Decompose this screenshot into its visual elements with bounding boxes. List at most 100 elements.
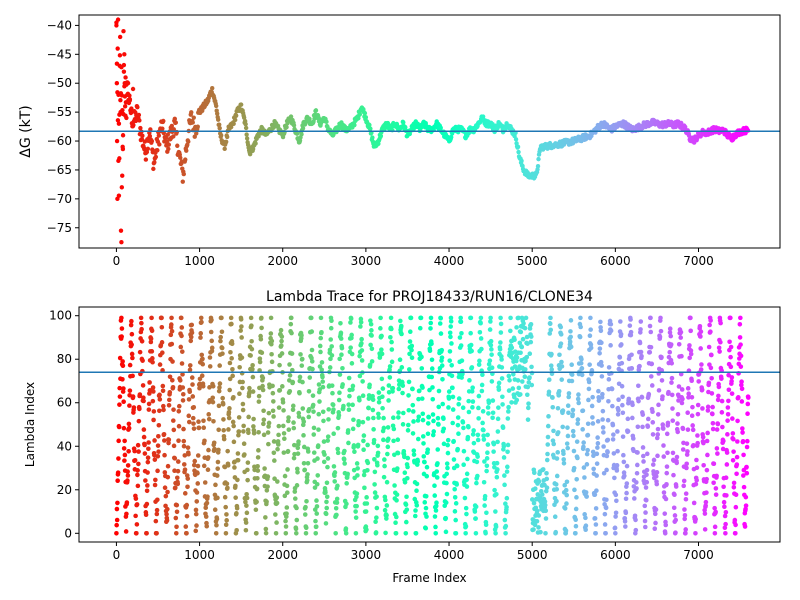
lambda-point	[578, 324, 583, 330]
lambda-point	[171, 407, 176, 412]
delta-g-point	[171, 127, 176, 132]
lambda-point	[246, 430, 251, 436]
delta-g-point	[161, 118, 166, 124]
lambda-point	[580, 408, 586, 413]
lambda-point	[651, 457, 657, 463]
lambda-point	[404, 494, 409, 500]
lambda-point	[121, 425, 127, 431]
lambda-point	[390, 385, 396, 391]
lambda-point	[141, 434, 147, 440]
lambda-point	[428, 326, 433, 331]
lambda-point	[664, 431, 670, 437]
lambda-point	[560, 424, 566, 430]
lambda-point	[735, 418, 740, 424]
lambda-point	[275, 446, 280, 452]
lambda-point	[427, 348, 433, 354]
lambda-point	[376, 411, 381, 417]
lambda-point	[341, 457, 347, 462]
lambda-point	[563, 528, 569, 533]
lambda-point	[460, 420, 466, 425]
lambda-point	[334, 496, 340, 502]
lambda-point	[664, 464, 670, 469]
lambda-point	[399, 365, 405, 370]
delta-g-point	[363, 115, 369, 120]
lambda-point	[593, 522, 599, 527]
lambda-point	[285, 490, 290, 495]
lambda-point	[718, 339, 723, 345]
lambda-point	[569, 372, 575, 377]
lambda-point	[545, 442, 551, 447]
lambda-point	[144, 501, 150, 507]
lambda-point	[559, 377, 565, 382]
lambda-point	[124, 500, 130, 505]
delta-g-point	[378, 133, 384, 139]
lambda-point	[286, 415, 291, 420]
lambda-point	[318, 335, 324, 341]
lambda-point	[734, 462, 740, 467]
lambda-point	[572, 487, 577, 493]
lambda-point	[214, 516, 220, 522]
lambda-point	[445, 442, 451, 448]
lambda-point	[521, 321, 526, 326]
lambda-point	[149, 349, 155, 354]
lambda-point	[306, 388, 312, 394]
lambda-point	[681, 483, 687, 489]
lambda-point	[462, 495, 468, 501]
delta-g-point	[143, 157, 149, 162]
lambda-point	[331, 407, 336, 412]
lambda-point	[528, 334, 534, 339]
lambda-point	[738, 353, 744, 359]
lambda-point	[402, 470, 408, 476]
delta-g-point	[114, 61, 120, 66]
y-tick-label: 40	[57, 439, 72, 453]
lambda-point	[432, 514, 438, 519]
lambda-point	[628, 317, 633, 322]
lambda-point	[353, 509, 358, 514]
lambda-point	[695, 411, 701, 417]
lambda-point	[743, 494, 749, 500]
lambda-point	[621, 470, 627, 475]
lambda-point	[279, 351, 285, 356]
lambda-point	[204, 500, 210, 506]
lambda-point	[251, 430, 257, 436]
lambda-point	[120, 359, 125, 364]
lambda-point	[498, 330, 504, 335]
lambda-point	[712, 505, 717, 511]
lambda-point	[263, 530, 269, 536]
lambda-point	[447, 349, 453, 354]
lambda-point	[655, 453, 660, 459]
lambda-point	[371, 427, 376, 432]
lambda-point	[395, 450, 401, 456]
delta-g-point	[178, 155, 183, 160]
lambda-point	[699, 362, 704, 367]
lambda-point	[227, 376, 233, 382]
lambda-point	[419, 396, 425, 401]
lambda-point	[274, 500, 280, 506]
delta-g-point	[137, 118, 142, 123]
lambda-point	[393, 520, 398, 526]
lambda-point	[542, 502, 548, 508]
lambda-point	[514, 325, 519, 330]
lambda-point	[205, 455, 211, 460]
lambda-point	[679, 400, 685, 406]
lambda-point	[645, 424, 651, 429]
lambda-point	[175, 468, 181, 474]
lambda-point	[484, 456, 490, 461]
lambda-point	[190, 415, 196, 421]
lambda-point	[261, 421, 266, 427]
lambda-point	[239, 324, 244, 329]
lambda-point	[169, 341, 175, 347]
lambda-point	[741, 473, 746, 478]
lambda-point	[476, 362, 482, 367]
lambda-point	[335, 425, 341, 431]
lambda-point	[157, 392, 162, 398]
lambda-point	[740, 430, 745, 435]
lambda-point	[415, 436, 421, 442]
lambda-point	[613, 492, 619, 498]
lambda-point	[174, 502, 180, 508]
lambda-point	[127, 403, 132, 408]
delta-g-point	[128, 110, 134, 116]
delta-g-point	[217, 122, 222, 127]
delta-g-point	[679, 120, 684, 126]
lambda-point	[663, 522, 669, 528]
